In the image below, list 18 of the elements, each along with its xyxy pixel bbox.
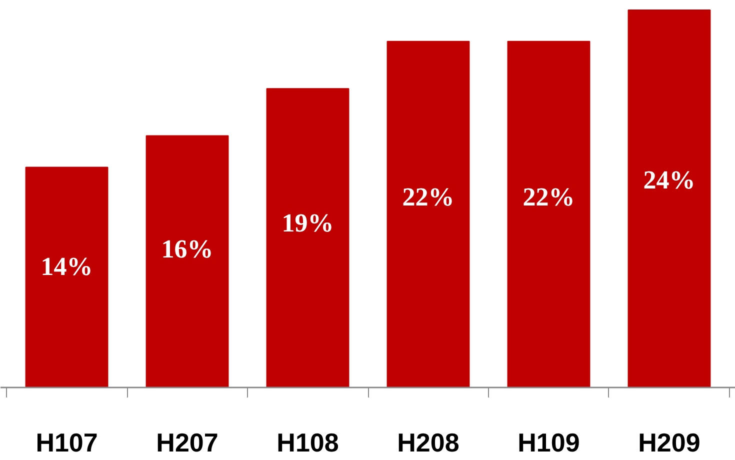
x-tick-label: H208	[397, 428, 460, 458]
data-label: 22%	[402, 182, 454, 212]
x-tick-label: H109	[518, 428, 580, 458]
data-label: 16%	[161, 234, 214, 264]
data-label: 24%	[643, 165, 696, 194]
bar	[146, 135, 229, 388]
bar	[25, 166, 108, 388]
x-tick-label: H107	[36, 428, 98, 458]
data-label: 22%	[522, 182, 575, 212]
bar	[266, 88, 350, 388]
bar	[628, 9, 711, 388]
x-tick-label: H209	[638, 428, 700, 458]
bar	[386, 40, 470, 388]
bar	[507, 40, 590, 388]
x-tick-label: H207	[156, 428, 218, 458]
x-tick-label: H108	[276, 428, 339, 458]
data-label: 14%	[40, 252, 93, 281]
data-label: 19%	[282, 208, 334, 238]
